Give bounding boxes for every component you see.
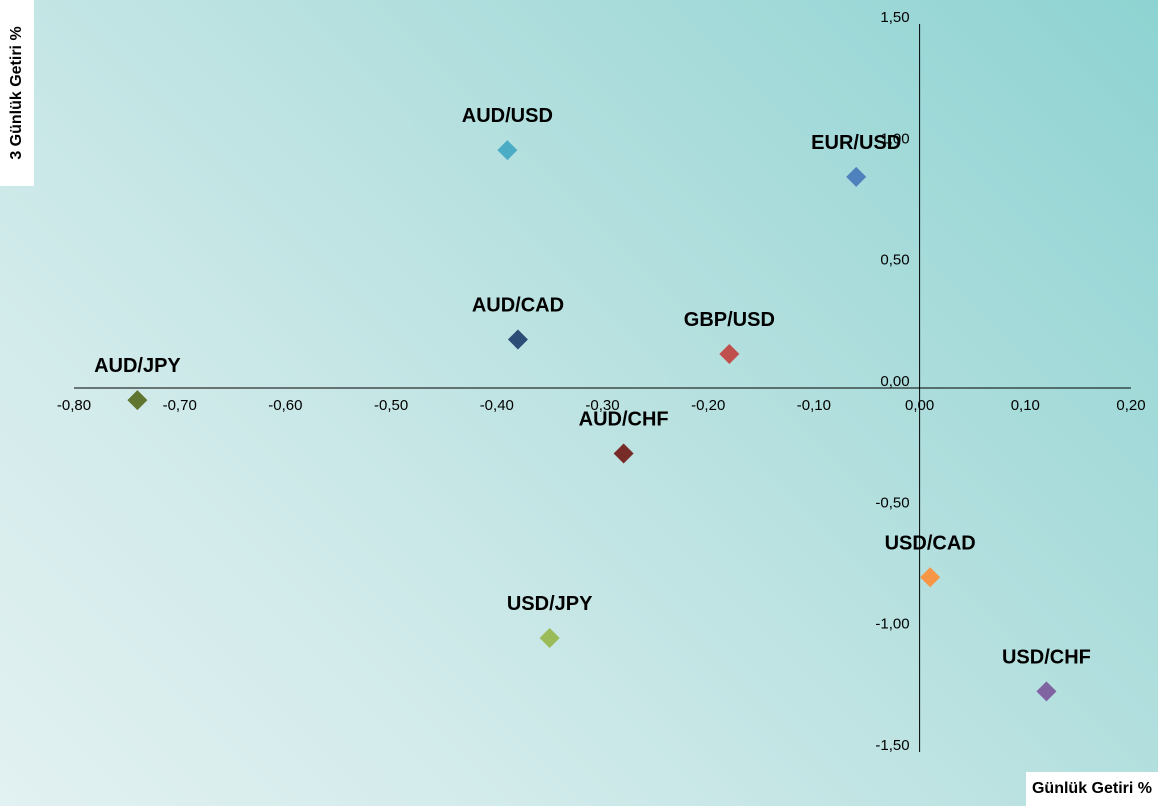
data-point-marker [846,166,867,187]
y-axis-title-box: 3 Günlük Getiri % [0,0,34,186]
x-tick-label: -0,30 [585,397,619,414]
x-tick-label: -0,70 [163,397,197,414]
data-point-marker [613,443,634,464]
data-point-label: USD/CHF [1002,646,1091,668]
data-point-label: USD/CAD [885,532,976,554]
data-point-label: AUD/CHF [579,409,669,431]
x-tick-label: -0,10 [797,397,831,414]
data-points [127,140,1057,702]
data-point-marker [497,140,518,161]
y-tick-label: 0,50 [880,252,909,269]
y-tick-labels: 1,50 1,00 0,50 0,00 -0,50 -1,00 -1,50 [875,9,909,754]
data-point-label: AUD/USD [462,105,553,127]
x-tick-label: -0,40 [480,397,514,414]
data-point-label: EUR/USD [811,132,901,154]
x-tick-labels: -0,80 -0,70 -0,60 -0,50 -0,40 -0,30 -0,20 -0,10… [57,397,1146,414]
y-tick-label: 0,00 [880,373,909,390]
y-tick-label: -1,00 [875,616,909,633]
data-point-marker [127,390,148,411]
data-point-marker [920,567,941,588]
data-point-label: GBP/USD [684,309,775,331]
data-point-label: USD/JPY [507,593,593,615]
y-tick-label: -0,50 [875,494,909,511]
data-labels: AUD/USD EUR/USD AUD/CAD GBP/USD AUD/JPY AUD/C… [94,105,1091,668]
axes [74,24,1131,752]
y-tick-label: 1,00 [880,130,909,147]
y-tick-label: -1,50 [875,737,909,754]
y-tick-label: 1,50 [880,9,909,26]
data-point-marker [719,344,740,365]
data-point-marker [539,627,560,648]
y-axis-title: 3 Günlük Getiri % [8,26,25,160]
x-tick-label: -0,80 [57,397,91,414]
x-tick-label: -0,20 [691,397,725,414]
data-point-label: AUD/CAD [472,294,564,316]
x-tick-label: -0,50 [374,397,408,414]
x-tick-label: -0,60 [268,397,302,414]
data-point-marker [1036,681,1057,702]
x-tick-label: 0,00 [905,397,934,414]
data-point-marker [507,329,528,350]
x-axis-title: Günlük Getiri % [1025,772,1158,806]
x-tick-label: 0,20 [1116,397,1145,414]
data-point-label: AUD/JPY [94,355,181,377]
x-tick-label: 0,10 [1011,397,1040,414]
